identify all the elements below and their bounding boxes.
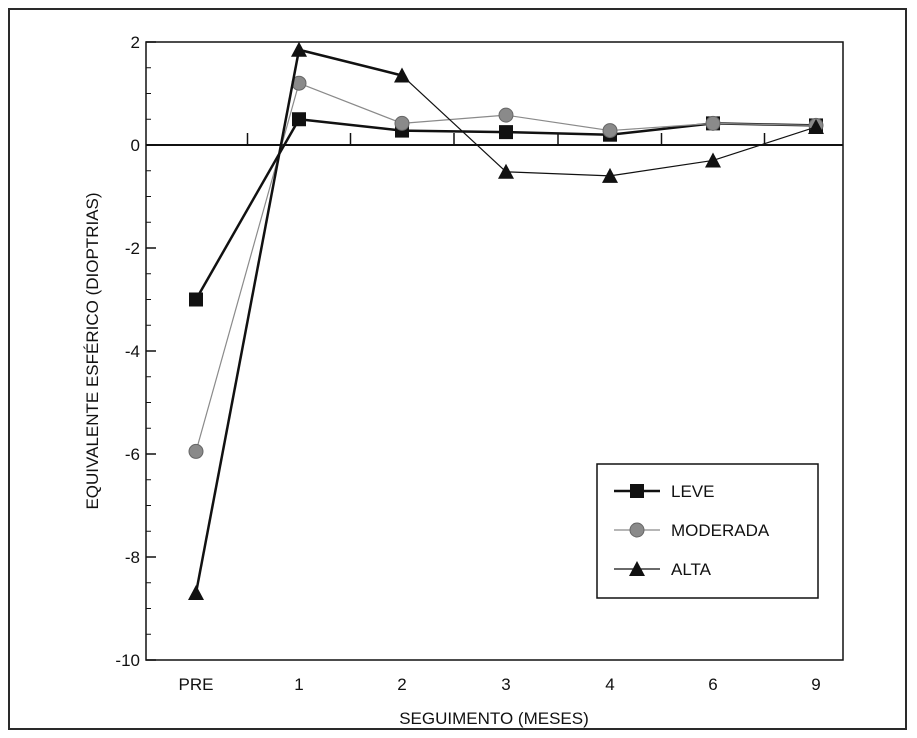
data-point-leve (189, 292, 203, 307)
data-point-moderada (498, 107, 514, 123)
x-tick-label: 1 (294, 675, 303, 694)
data-point-moderada (394, 115, 410, 131)
legend-marker (629, 561, 645, 576)
legend-label: LEVE (671, 482, 714, 501)
data-point-moderada (188, 443, 204, 459)
data-point-alta (602, 167, 618, 183)
series-line-segment (609, 122, 714, 132)
series-line-segment (401, 75, 507, 173)
series-line-segment (298, 48, 403, 77)
series (188, 41, 824, 601)
x-axis-title: SEGUIMENTO (MESES) (399, 709, 589, 728)
y-tick-label: -10 (115, 651, 140, 670)
y-tick-label: -2 (125, 239, 140, 258)
series-line-segment (609, 159, 714, 177)
series-line-segment (609, 122, 714, 136)
series-line-segment (298, 82, 403, 124)
data-point-leve (499, 125, 513, 140)
series-line-segment (401, 129, 507, 134)
legend-item-leve: LEVE (614, 482, 714, 501)
y-tick-label: 2 (131, 33, 140, 52)
series-line-segment (505, 130, 611, 136)
y-tick-label: -8 (125, 548, 140, 567)
x-tick-label: 4 (605, 675, 614, 694)
data-point-alta (808, 118, 824, 134)
data-point-alta (498, 163, 514, 179)
series-line-segment (401, 114, 507, 124)
data-point-leve (292, 112, 306, 127)
series-line-segment (298, 118, 403, 132)
series-line-segment (505, 171, 611, 177)
x-tick-label: PRE (179, 675, 214, 694)
series-line-segment (712, 126, 817, 162)
legend-marker (630, 484, 644, 498)
series-line-segment (194, 49, 301, 594)
y-axis-title: EQUIVALENTE ESFÉRICO (DIOPTRIAS) (83, 192, 102, 509)
series-alta (188, 41, 824, 601)
legend-label: MODERADA (671, 521, 770, 540)
data-point-moderada (602, 123, 618, 139)
data-point-moderada (705, 115, 721, 131)
x-tick-label: 2 (397, 675, 406, 694)
x-tick-label: 6 (708, 675, 717, 694)
x-tick-label: 9 (811, 675, 820, 694)
y-tick-label: -4 (125, 342, 140, 361)
series-leve (189, 112, 823, 307)
series-line-segment (505, 114, 611, 132)
series-line-segment (194, 118, 301, 301)
legend-marker (629, 522, 645, 538)
legend-label: ALTA (671, 560, 712, 579)
x-tick-label: 3 (501, 675, 510, 694)
chart-frame (8, 8, 907, 730)
y-tick-label: -6 (125, 445, 140, 464)
series-line-segment (712, 122, 817, 127)
data-point-alta (291, 41, 307, 57)
data-point-alta (705, 152, 721, 168)
legend: LEVE MODERADA ALTA (596, 463, 819, 599)
y-tick-label: 0 (131, 136, 140, 155)
legend-item-moderada: MODERADA (614, 521, 770, 540)
data-point-alta (394, 67, 410, 83)
legend-item-alta: ALTA (614, 560, 712, 579)
data-point-alta (188, 585, 204, 601)
ticks: 2 0 -2 -4 -6 -8 -10 PRE 1 2 3 4 6 9 (115, 33, 843, 694)
